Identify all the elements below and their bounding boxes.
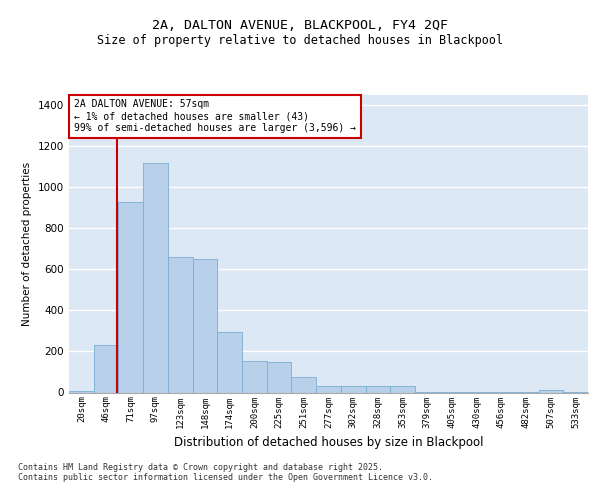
Text: 2A DALTON AVENUE: 57sqm
← 1% of detached houses are smaller (43)
99% of semi-det: 2A DALTON AVENUE: 57sqm ← 1% of detached… [74, 100, 356, 132]
Text: Contains HM Land Registry data © Crown copyright and database right 2025.
Contai: Contains HM Land Registry data © Crown c… [18, 462, 433, 482]
Bar [143, 162, 168, 392]
Bar [242, 360, 267, 392]
Y-axis label: Number of detached properties: Number of detached properties [22, 162, 32, 326]
X-axis label: Distribution of detached houses by size in Blackpool: Distribution of detached houses by size … [174, 436, 483, 449]
Bar [118, 202, 143, 392]
Bar [292, 377, 316, 392]
Bar [267, 362, 292, 392]
Bar [365, 386, 390, 392]
Bar [193, 259, 217, 392]
Bar [316, 386, 341, 392]
Text: 2A, DALTON AVENUE, BLACKPOOL, FY4 2QF: 2A, DALTON AVENUE, BLACKPOOL, FY4 2QF [152, 19, 448, 32]
Bar [539, 390, 563, 392]
Bar [217, 332, 242, 392]
Bar [390, 386, 415, 392]
Text: Size of property relative to detached houses in Blackpool: Size of property relative to detached ho… [97, 34, 503, 47]
Bar [168, 257, 193, 392]
Bar [341, 386, 365, 392]
Bar [94, 346, 118, 393]
Bar [69, 391, 94, 392]
